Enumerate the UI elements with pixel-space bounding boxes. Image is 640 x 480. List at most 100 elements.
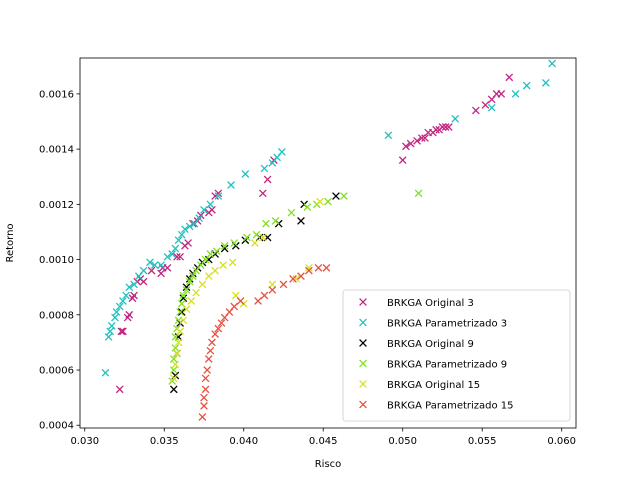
series-6 (198, 263, 331, 421)
data-point (119, 327, 127, 336)
data-point (206, 200, 215, 209)
data-point (230, 302, 239, 311)
data-point (130, 291, 138, 300)
data-point (130, 280, 138, 289)
legend-marker (359, 380, 367, 388)
data-point (220, 241, 229, 250)
data-point (111, 313, 119, 322)
x-tick-label: 0.050 (388, 436, 417, 447)
data-point (147, 266, 156, 275)
x-tick-label: 0.060 (547, 436, 576, 447)
x-tick-label: 0.045 (309, 436, 338, 447)
data-point (189, 272, 197, 280)
data-point (243, 233, 251, 242)
y-tick-label: 0.0006 (39, 366, 74, 377)
data-point (163, 252, 172, 261)
legend-label: BRKGA Original 15 (387, 380, 480, 391)
data-point (107, 321, 116, 330)
data-point (263, 175, 272, 184)
y-axis-label: Retorno (5, 223, 16, 262)
data-point (522, 81, 531, 90)
data-point (251, 239, 259, 247)
data-point (438, 123, 447, 131)
data-markers (101, 59, 557, 421)
data-point (174, 333, 183, 341)
data-point (176, 308, 185, 316)
data-point (230, 239, 239, 247)
data-point (511, 90, 520, 98)
data-point (101, 368, 110, 377)
data-point (219, 261, 227, 269)
data-point (444, 123, 453, 131)
data-point (268, 286, 277, 294)
legend-marker (359, 339, 367, 347)
data-point (414, 189, 423, 198)
data-point (305, 263, 313, 272)
data-point (157, 269, 165, 278)
data-point (112, 308, 121, 316)
legend-label: BRKGA Original 9 (387, 339, 474, 350)
data-point (487, 103, 496, 112)
data-point (271, 217, 280, 225)
data-point (421, 134, 429, 142)
legend-label: BRKGA Parametrizado 3 (387, 319, 507, 330)
data-point (174, 338, 183, 347)
data-point (177, 308, 186, 316)
y-tick-label: 0.0004 (39, 421, 74, 432)
data-point (303, 203, 312, 211)
series-5 (169, 197, 324, 383)
data-point (417, 134, 426, 142)
data-point (119, 297, 127, 305)
data-point (406, 139, 415, 148)
data-point (176, 327, 185, 336)
y-axis-ticks: 0.0004 0.0006 0.0008 0.0010 0.0012 0.0014 0.00… (39, 89, 80, 432)
data-point (260, 291, 269, 300)
x-tick-label: 0.035 (150, 436, 179, 447)
data-point (182, 305, 191, 314)
data-point (254, 297, 262, 305)
data-point (217, 319, 226, 327)
data-point (305, 266, 313, 275)
y-tick-label: 0.0012 (39, 200, 74, 211)
data-point (413, 136, 421, 145)
data-point (106, 327, 115, 336)
data-point (195, 214, 204, 223)
data-point (227, 181, 235, 189)
series-2 (101, 59, 557, 377)
x-axis-ticks: 0.030 0.035 0.040 0.045 0.050 0.055 0.060 (70, 428, 576, 447)
data-point (204, 255, 213, 264)
data-point (287, 208, 296, 217)
data-point (279, 280, 288, 289)
data-point (139, 266, 148, 275)
data-point (146, 258, 154, 267)
data-point (214, 192, 223, 200)
data-point (104, 333, 113, 341)
data-point (241, 170, 250, 178)
data-point (201, 385, 210, 394)
data-point (198, 413, 207, 421)
x-axis-label: Risco (315, 459, 342, 470)
legend: BRKGA Original 3 BRKGA Parametrizado 3 BRK… (342, 289, 571, 422)
series-1 (115, 73, 514, 394)
data-point (117, 327, 126, 336)
data-point (122, 291, 130, 300)
data-point (297, 217, 305, 225)
data-point (289, 275, 297, 283)
legend-label: BRKGA Parametrizado 15 (387, 401, 514, 412)
data-point (125, 283, 134, 292)
legend-label: BRKGA Parametrizado 9 (387, 360, 507, 371)
data-point (204, 355, 213, 363)
data-point (505, 73, 514, 82)
data-point (179, 316, 188, 325)
legend-entry: BRKGA Parametrizado 3 (359, 319, 507, 330)
data-point (497, 90, 506, 98)
data-point (203, 366, 212, 374)
data-point (184, 239, 192, 247)
data-point (177, 230, 186, 239)
data-point (181, 225, 189, 234)
data-point (278, 148, 286, 156)
data-point (174, 236, 183, 245)
data-point (402, 142, 410, 151)
data-point (201, 374, 210, 383)
data-point (157, 261, 165, 269)
